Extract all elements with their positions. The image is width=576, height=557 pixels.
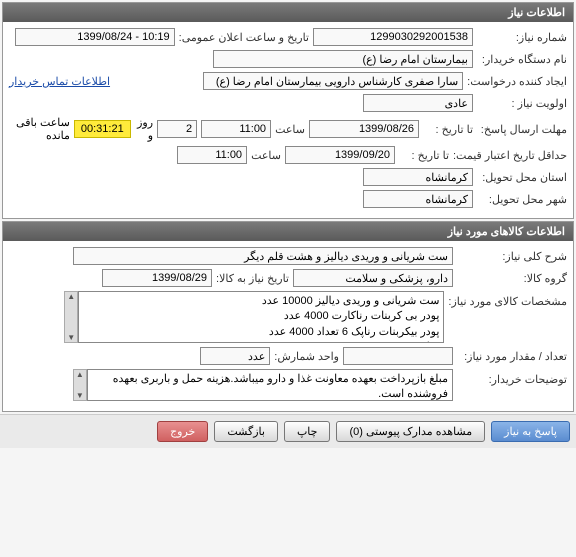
validity-date-field <box>285 146 395 164</box>
priority-label: اولویت نیاز : <box>477 97 567 110</box>
goods-info-panel: اطلاعات کالاهای مورد نیاز شرح کلی نیاز: … <box>2 221 574 412</box>
validity-time-field <box>177 146 247 164</box>
row-city: شهر محل تحویل: <box>9 190 567 208</box>
creator-label: ایجاد کننده درخواست: <box>467 75 567 88</box>
row-need-no: شماره نیاز: تاریخ و ساعت اعلان عمومی: <box>9 28 567 46</box>
spec-field[interactable] <box>78 291 444 343</box>
button-bar: پاسخ به نیاز مشاهده مدارک پیوستی (0) چاپ… <box>0 414 576 448</box>
row-buyer: نام دستگاه خریدار: <box>9 50 567 68</box>
print-button[interactable]: چاپ <box>284 421 331 442</box>
panel2-header: اطلاعات کالاهای مورد نیاز <box>3 222 573 241</box>
days-label: روز و <box>135 116 153 142</box>
scrollbar-icon[interactable]: ▲▼ <box>64 291 78 343</box>
creator-field <box>203 72 463 90</box>
city-label: شهر محل تحویل: <box>477 193 567 206</box>
panel2-body: شرح کلی نیاز: گروه کالا: تاریخ نیاز به ک… <box>3 241 573 411</box>
deadline-time-field <box>201 120 271 138</box>
desc-field <box>73 247 453 265</box>
row-creator: ایجاد کننده درخواست: اطلاعات تماس خریدار <box>9 72 567 90</box>
province-label: استان محل تحویل: <box>477 171 567 184</box>
panel1-body: شماره نیاز: تاریخ و ساعت اعلان عمومی: نا… <box>3 22 573 218</box>
buyer-field <box>213 50 473 68</box>
contact-link[interactable]: اطلاعات تماس خریدار <box>9 75 110 88</box>
announce-field <box>15 28 175 46</box>
row-spec: مشخصات کالای مورد نیاز: ▲▼ <box>9 291 567 343</box>
time-label-1: ساعت <box>275 123 305 136</box>
note-label: توضیحات خریدار: <box>457 369 567 386</box>
row-province: استان محل تحویل: <box>9 168 567 186</box>
remain-label: ساعت باقی مانده <box>9 116 70 142</box>
row-deadline: مهلت ارسال پاسخ: تا تاریخ : ساعت روز و 0… <box>9 116 567 142</box>
to-date-label: تا تاریخ : <box>423 123 473 136</box>
unit-field <box>200 347 270 365</box>
time-label-2: ساعت <box>251 149 281 162</box>
scrollbar-icon[interactable]: ▲▼ <box>73 369 87 401</box>
unit-label: واحد شمارش: <box>274 350 339 363</box>
back-button[interactable]: بازگشت <box>214 421 278 442</box>
reply-button[interactable]: پاسخ به نیاز <box>491 421 570 442</box>
province-field <box>363 168 473 186</box>
desc-label: شرح کلی نیاز: <box>457 250 567 263</box>
until-field <box>102 269 212 287</box>
remain-time: 00:31:21 <box>74 120 131 138</box>
qty-field <box>343 347 453 365</box>
to-date-label-2: تا تاریخ : <box>399 149 449 162</box>
priority-field <box>363 94 473 112</box>
need-info-panel: اطلاعات نیاز شماره نیاز: تاریخ و ساعت اع… <box>2 2 574 219</box>
buyer-label: نام دستگاه خریدار: <box>477 53 567 66</box>
group-field <box>293 269 453 287</box>
panel1-header: اطلاعات نیاز <box>3 3 573 22</box>
deadline-date-field <box>309 120 419 138</box>
row-group: گروه کالا: تاریخ نیاز به کالا: <box>9 269 567 287</box>
city-field <box>363 190 473 208</box>
attachments-button[interactable]: مشاهده مدارک پیوستی (0) <box>336 421 485 442</box>
qty-label: تعداد / مقدار مورد نیاز: <box>457 350 567 363</box>
row-validity: حداقل تاریخ اعتبار قیمت: تا تاریخ : ساعت <box>9 146 567 164</box>
note-field[interactable] <box>87 369 453 401</box>
row-qty: تعداد / مقدار مورد نیاز: واحد شمارش: <box>9 347 567 365</box>
validity-label: حداقل تاریخ اعتبار قیمت: <box>453 149 567 162</box>
row-desc: شرح کلی نیاز: <box>9 247 567 265</box>
announce-label: تاریخ و ساعت اعلان عمومی: <box>179 31 309 44</box>
exit-button[interactable]: خروج <box>157 421 208 442</box>
deadline-label: مهلت ارسال پاسخ: <box>477 123 567 136</box>
row-note: توضیحات خریدار: ▲▼ <box>9 369 567 401</box>
spec-label: مشخصات کالای مورد نیاز: <box>448 291 567 308</box>
need-no-field <box>313 28 473 46</box>
days-field <box>157 120 197 138</box>
row-priority: اولویت نیاز : <box>9 94 567 112</box>
group-label: گروه کالا: <box>457 272 567 285</box>
until-label: تاریخ نیاز به کالا: <box>216 272 289 285</box>
need-no-label: شماره نیاز: <box>477 31 567 44</box>
